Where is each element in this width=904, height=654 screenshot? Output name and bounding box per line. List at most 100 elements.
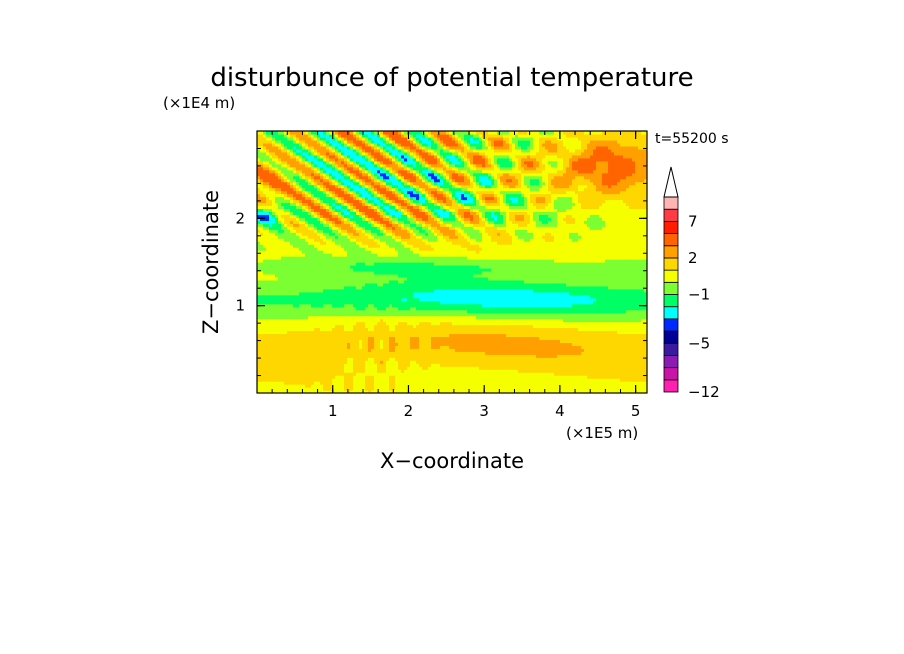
field-cell	[449, 279, 453, 284]
field-cell	[590, 357, 594, 361]
field-cell	[305, 372, 309, 376]
field-cell	[386, 291, 390, 296]
field-cell	[443, 336, 447, 341]
field-cell	[536, 339, 540, 343]
field-cell	[260, 339, 264, 343]
field-cell	[599, 351, 603, 355]
field-cell	[356, 288, 360, 293]
field-cell	[620, 318, 624, 323]
field-cell	[530, 366, 534, 370]
field-cell	[413, 318, 417, 323]
field-cell	[383, 390, 387, 393]
field-cell	[449, 306, 453, 311]
field-cell	[467, 336, 471, 341]
field-cell	[335, 306, 339, 311]
field-cell	[503, 384, 507, 388]
field-cell	[506, 354, 510, 358]
field-cell	[635, 321, 639, 326]
field-cell	[554, 321, 558, 326]
field-cell	[470, 378, 474, 382]
field-cell	[434, 294, 438, 299]
field-cell	[539, 309, 543, 314]
field-cell	[596, 336, 600, 341]
field-cell	[581, 300, 585, 305]
field-cell	[314, 369, 318, 373]
field-cell	[611, 279, 615, 284]
field-cell	[329, 387, 333, 391]
field-cell	[461, 294, 465, 299]
field-cell	[449, 369, 453, 373]
field-cell	[335, 336, 339, 341]
field-cell	[476, 285, 480, 290]
field-cell	[338, 300, 342, 305]
field-cell	[596, 339, 600, 343]
field-cell	[473, 300, 477, 305]
field-cell	[293, 327, 297, 332]
field-cell	[284, 387, 288, 391]
field-cell	[371, 372, 375, 376]
field-cell	[260, 291, 264, 296]
field-cell	[389, 342, 393, 346]
field-cell	[413, 372, 417, 376]
field-cell	[602, 321, 606, 326]
field-cell	[605, 297, 609, 302]
field-cell	[368, 330, 372, 335]
field-cell	[398, 321, 402, 326]
field-cell	[497, 339, 501, 343]
field-cell	[542, 318, 546, 323]
field-cell	[503, 297, 507, 302]
field-cell	[476, 369, 480, 373]
field-cell	[305, 345, 309, 349]
field-cell	[527, 327, 531, 332]
field-cell	[374, 378, 378, 382]
field-cell	[308, 384, 312, 388]
field-cell	[554, 309, 558, 314]
field-cell	[494, 372, 498, 376]
field-cell	[524, 309, 528, 314]
field-cell	[353, 309, 357, 314]
field-cell	[527, 339, 531, 343]
field-cell	[446, 306, 450, 311]
field-cell	[461, 348, 465, 352]
field-cell	[338, 309, 342, 314]
field-cell	[377, 285, 381, 290]
field-cell	[458, 279, 462, 284]
field-cell	[560, 282, 564, 287]
field-cell	[455, 288, 459, 293]
field-cell	[593, 282, 597, 287]
field-cell	[269, 390, 273, 393]
field-cell	[320, 381, 324, 385]
field-cell	[344, 300, 348, 305]
field-cell	[413, 342, 417, 346]
field-cell	[467, 300, 471, 305]
field-cell	[395, 327, 399, 332]
field-cell	[290, 306, 294, 311]
field-cell	[641, 330, 645, 335]
field-cell	[587, 345, 591, 349]
field-cell	[284, 372, 288, 376]
field-cell	[380, 285, 384, 290]
field-cell	[536, 354, 540, 358]
field-cell	[287, 381, 291, 385]
field-cell	[449, 300, 453, 305]
field-cell	[539, 279, 543, 284]
field-cell	[257, 357, 261, 361]
field-cell	[581, 387, 585, 391]
field-cell	[599, 378, 603, 382]
field-cell	[569, 312, 573, 317]
field-cell	[368, 318, 372, 323]
field-cell	[545, 330, 549, 335]
field-cell	[416, 285, 420, 290]
field-cell	[362, 276, 366, 281]
field-cell	[614, 390, 618, 393]
field-cell	[500, 378, 504, 382]
field-cell	[299, 300, 303, 305]
field-cell	[485, 282, 489, 287]
field-cell	[437, 315, 441, 320]
field-cell	[269, 276, 273, 281]
field-cell	[311, 336, 315, 341]
field-cell	[437, 387, 441, 391]
field-cell	[302, 282, 306, 287]
field-cell	[341, 366, 345, 370]
field-cell	[302, 351, 306, 355]
